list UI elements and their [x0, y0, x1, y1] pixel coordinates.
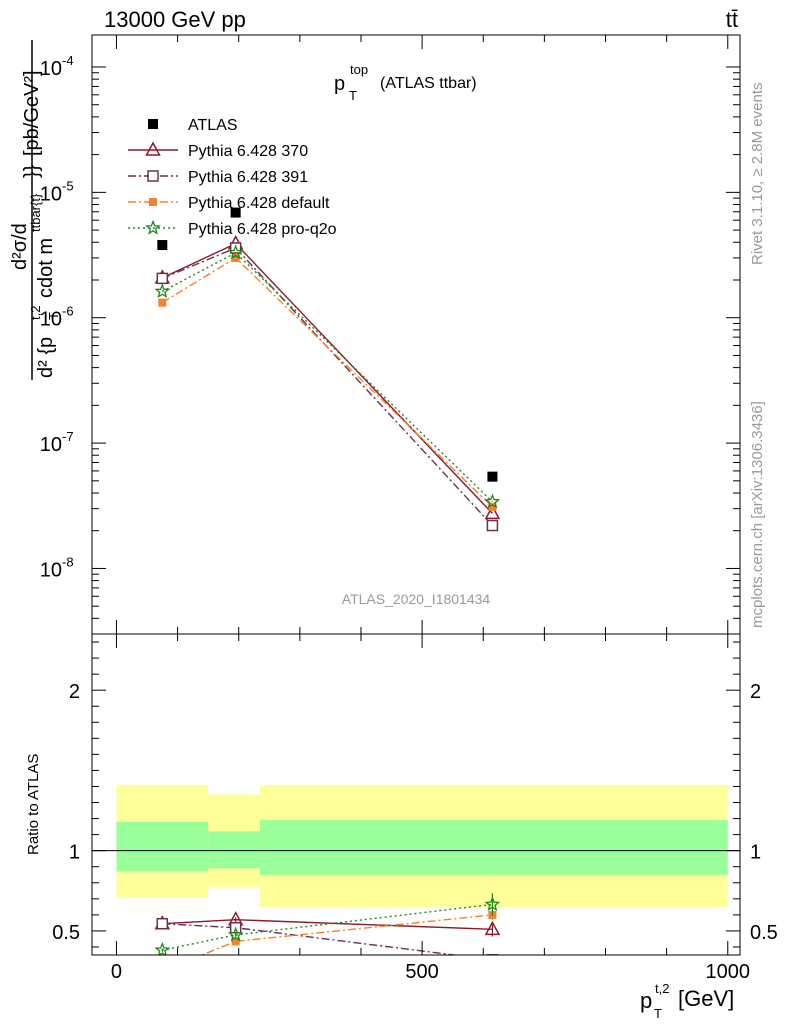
series-line [161, 257, 493, 508]
x-label-units: [GeV] [678, 986, 734, 1011]
data-point [156, 272, 169, 285]
main-panel: 10-810-710-610-510-4 p top T (ATLAS ttba… [9, 34, 741, 635]
legend-label: Pythia 6.428 default [188, 195, 330, 212]
band-inner [208, 831, 261, 869]
x-tick-label: 500 [405, 961, 438, 983]
legend-marker [145, 141, 161, 156]
ratio-point [154, 941, 171, 955]
band-inner [116, 821, 209, 872]
energy-label: 13000 GeV pp [104, 7, 246, 32]
ratio-y-tick-label: 2 [69, 681, 80, 703]
series-line [161, 251, 493, 503]
main-series-markers [154, 207, 501, 532]
main-y-tick-label-exp: -6 [62, 304, 74, 319]
band-inner [260, 820, 728, 875]
main-y-tick-label: 10 [40, 58, 62, 80]
ratio-y-tick-label-right: 0.5 [750, 922, 778, 944]
legend-marker [145, 219, 161, 235]
main-y-tick-label-exp: -4 [62, 53, 74, 68]
ratio-y-tick-label-right: 2 [750, 681, 761, 703]
main-y-tick-label: 10 [40, 434, 62, 456]
main-y-tick-label: 10 [40, 559, 62, 581]
ratio-line [200, 914, 493, 955]
data-point [230, 207, 241, 218]
ratio-y-tick-label-right: 1 [750, 842, 761, 864]
ratio-line [162, 918, 493, 930]
site-label: mcplots.cern.ch [arXiv:1306.3436] [749, 401, 766, 628]
y-label-den-sup2: ttbar{t} [28, 193, 43, 232]
data-point [154, 283, 171, 299]
legend: ATLAS Pythia 6.428 370 Pythia 6.428 391 Pyt… [128, 117, 337, 238]
ratio-point [158, 967, 166, 975]
ratio-series-markers [154, 893, 501, 975]
process-label: tt̄ [726, 7, 738, 32]
ratio-y-ticks: 0.5 0.5 1 1 2 2 [52, 641, 778, 948]
title-p: p [334, 73, 345, 95]
ratio-point [486, 954, 499, 955]
ratio-y-label: Ratio to ATLAS [25, 754, 42, 855]
ratio-point [484, 920, 501, 936]
title-sup: top [350, 62, 368, 77]
x-tick-label: 0 [111, 961, 122, 983]
ratio-panel: 0.5 0.5 1 1 2 2 0 500 1000 Ratio to ATLAS [25, 633, 778, 983]
data-point [484, 493, 501, 509]
ratio-point [227, 926, 244, 942]
legend-label: Pythia 6.428 370 [188, 143, 308, 160]
data-point [157, 240, 168, 251]
rivet-label: Rivet 3.1.10, ≥ 2.8M events [749, 83, 766, 266]
data-point [484, 504, 501, 520]
y-label-denominator: d² {p [35, 337, 57, 378]
y-label-den-close: }} [21, 164, 43, 178]
x-axis-label: p t,2 T [GeV] [640, 981, 734, 1021]
data-point [488, 502, 497, 511]
main-y-ticks: 10-810-710-610-510-4 [40, 35, 740, 635]
data-point [231, 253, 240, 262]
ratio-point [231, 937, 240, 946]
data-point [227, 244, 244, 260]
x-label-sub: T [654, 1006, 662, 1021]
main-series-lines [161, 242, 493, 526]
ratio-frame [91, 633, 741, 956]
ratio-point [156, 917, 169, 930]
data-point [487, 471, 498, 482]
main-y-tick-label-exp: -5 [62, 178, 74, 193]
ratio-point [484, 896, 501, 912]
x-axis-ticks: 0 500 1000 [111, 634, 750, 983]
y-label-den-sup: t,2 [28, 306, 43, 320]
x-label-p: p [640, 988, 652, 1013]
data-point [158, 298, 167, 307]
main-y-tick-label: 10 [40, 183, 62, 205]
ratio-y-tick-label: 0.5 [52, 922, 80, 944]
legend-marker [149, 198, 157, 206]
y-label-units: [pb/GeV²] [21, 70, 43, 156]
x-label-sup: t,2 [655, 981, 669, 996]
legend-label: Pythia 6.428 391 [188, 169, 308, 186]
uncertainty-bands [116, 784, 728, 907]
title-rest: (ATLAS ttbar) [380, 75, 477, 92]
analysis-id: ATLAS_2020_I1801434 [342, 591, 491, 607]
main-y-label: d²σ/d d² {p t,2 T cdot m ttbar{t} }} [pb… [9, 40, 61, 380]
series-line [162, 247, 493, 526]
ratio-y-tick-label: 1 [69, 842, 80, 864]
ratio-series-lines [162, 903, 493, 955]
title-sub: T [349, 88, 357, 103]
legend-marker [147, 170, 159, 182]
legend-label: Pythia 6.428 pro-q2o [188, 221, 337, 238]
ratio-line [162, 923, 460, 955]
data-point [486, 519, 499, 532]
main-y-tick-label-exp: -7 [62, 429, 74, 444]
main-y-tick-label: 10 [40, 309, 62, 331]
main-y-tick-label-exp: -8 [62, 554, 74, 569]
chart-title: p top T (ATLAS ttbar) [334, 62, 477, 103]
x-tick-label: 1000 [706, 961, 751, 983]
y-label-den-rest: cdot m [35, 238, 57, 298]
legend-marker [148, 119, 158, 129]
y-label-numerator: d²σ/d [9, 223, 31, 270]
y-label-den-sub: T [46, 312, 61, 320]
legend-label: ATLAS [188, 117, 238, 134]
